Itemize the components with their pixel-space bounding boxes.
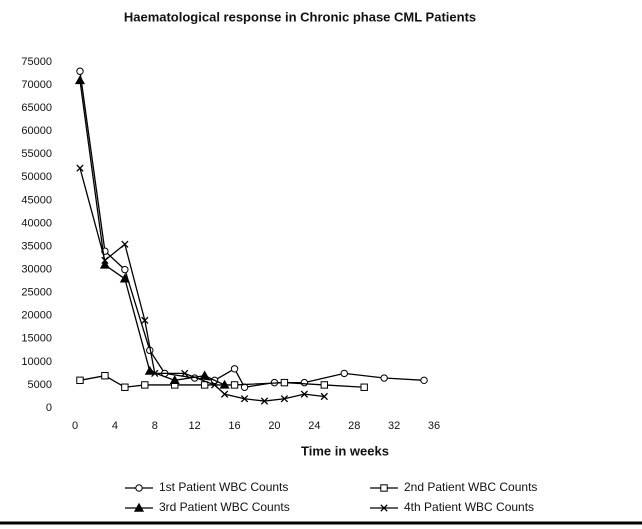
x-tick-label: 32 xyxy=(388,420,400,432)
x-tick-label: 20 xyxy=(268,420,280,432)
marker xyxy=(76,164,84,172)
marker xyxy=(320,381,329,389)
chart-title: Haematological response in Chronic phase… xyxy=(124,9,476,24)
marker xyxy=(380,374,388,382)
marker xyxy=(74,75,86,85)
marker xyxy=(99,259,110,269)
y-tick-label: 75000 xyxy=(21,56,52,68)
series-line xyxy=(79,80,225,386)
series-line xyxy=(79,375,365,388)
y-tick-label: 20000 xyxy=(21,310,52,322)
x-tick-label: 28 xyxy=(348,420,360,432)
y-tick-label: 65000 xyxy=(21,102,52,114)
legend-text: 2nd Patient WBC Counts xyxy=(404,480,537,494)
marker xyxy=(200,381,209,389)
y-tick-label: 0 xyxy=(46,402,52,414)
marker xyxy=(141,316,149,325)
marker xyxy=(133,502,145,512)
marker xyxy=(230,365,239,373)
y-tick-label: 45000 xyxy=(21,194,52,206)
marker xyxy=(121,383,129,391)
marker xyxy=(101,372,109,380)
marker xyxy=(300,390,309,398)
marker xyxy=(199,370,210,380)
x-tick-label: 0 xyxy=(72,420,78,432)
marker xyxy=(121,265,129,274)
marker xyxy=(169,375,180,385)
x-tick-label: 36 xyxy=(428,420,440,432)
marker xyxy=(320,392,328,401)
x-tick-label: 4 xyxy=(112,420,118,432)
marker xyxy=(280,378,289,387)
marker xyxy=(360,383,368,391)
marker xyxy=(380,504,388,512)
y-tick-label: 50000 xyxy=(21,171,52,183)
marker xyxy=(101,256,109,265)
x-axis-label: Time in weeks xyxy=(301,443,389,458)
marker xyxy=(181,369,189,378)
series-line xyxy=(79,167,325,402)
series-line xyxy=(79,71,425,388)
y-tick-label: 40000 xyxy=(21,217,52,229)
y-tick-label: 15000 xyxy=(21,333,52,345)
marker xyxy=(210,381,219,389)
legend-text: 4th Patient WBC Counts xyxy=(404,500,534,514)
legend-text: 1st Patient WBC Counts xyxy=(159,480,288,494)
marker xyxy=(380,484,388,492)
y-tick-label: 35000 xyxy=(21,240,52,252)
y-tick-label: 55000 xyxy=(21,148,52,160)
x-tick-label: 8 xyxy=(152,420,158,432)
marker xyxy=(280,395,289,403)
marker xyxy=(151,369,159,378)
y-tick-label: 10000 xyxy=(21,356,52,368)
marker xyxy=(260,397,269,405)
marker xyxy=(119,273,130,283)
x-tick-label: 12 xyxy=(189,420,201,432)
marker xyxy=(76,376,84,385)
marker xyxy=(340,369,348,378)
y-tick-label: 60000 xyxy=(21,125,52,137)
marker xyxy=(141,381,149,389)
marker xyxy=(240,395,249,403)
y-tick-label: 30000 xyxy=(21,264,52,276)
x-tick-label: 16 xyxy=(228,420,240,432)
marker xyxy=(121,240,129,248)
y-tick-label: 5000 xyxy=(28,379,52,391)
marker xyxy=(230,381,239,389)
marker xyxy=(220,390,229,398)
legend-text: 3rd Patient WBC Counts xyxy=(159,500,290,514)
marker xyxy=(300,378,309,387)
y-tick-label: 70000 xyxy=(21,79,52,91)
marker xyxy=(420,376,428,385)
marker xyxy=(219,379,230,389)
marker xyxy=(76,67,84,75)
x-tick-label: 24 xyxy=(308,420,320,432)
y-tick-label: 25000 xyxy=(21,287,52,299)
marker xyxy=(135,484,143,492)
